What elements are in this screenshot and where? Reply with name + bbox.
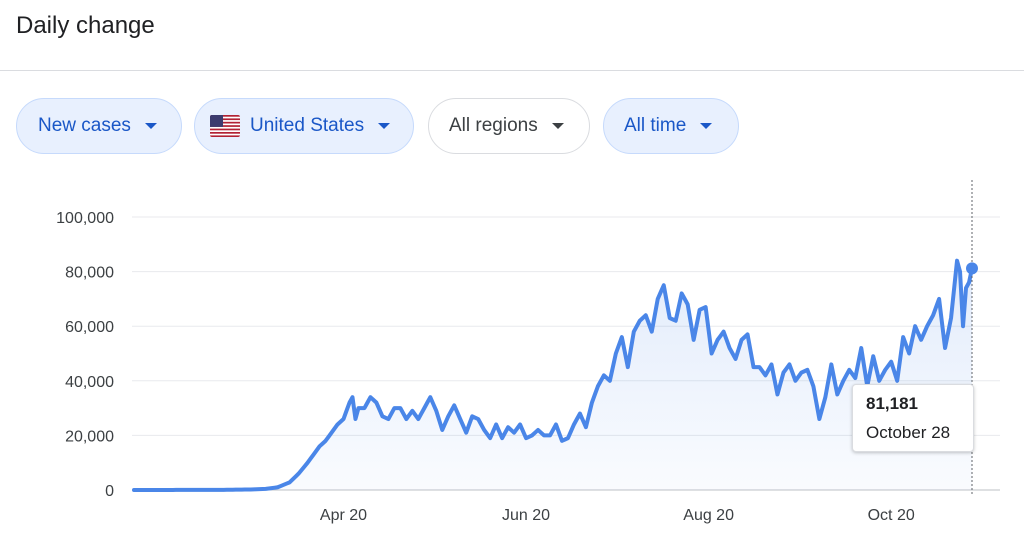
y-tick-label: 40,000 — [65, 374, 114, 391]
country-dropdown-label: United States — [250, 115, 365, 136]
x-tick-label: Apr 20 — [320, 507, 367, 524]
y-tick-label: 100,000 — [56, 210, 114, 227]
region-dropdown[interactable]: All regions — [428, 98, 590, 154]
page-title: Daily change — [16, 12, 155, 39]
range-dropdown[interactable]: All time — [603, 98, 739, 154]
y-tick-label: 80,000 — [65, 265, 114, 282]
hover-point — [966, 262, 978, 275]
series-line — [132, 258, 974, 492]
caret-down-icon — [551, 123, 564, 129]
region-dropdown-label: All regions — [449, 115, 538, 136]
caret-down-icon — [378, 123, 391, 129]
us-flag-icon — [210, 115, 240, 137]
x-tick-label: Jun 20 — [502, 507, 550, 524]
tooltip-value: 81,181 — [866, 394, 918, 413]
daily-change-chart[interactable]: 0 20,000 40,000 60,000 80,000 100,000 Apr 20 Ju… — [0, 170, 1024, 549]
y-tick-label: 20,000 — [65, 428, 114, 445]
caret-down-icon — [700, 123, 713, 129]
range-dropdown-label: All time — [624, 115, 687, 136]
caret-down-icon — [144, 123, 157, 129]
series-area — [134, 260, 972, 490]
divider — [0, 70, 1024, 71]
tooltip-date: October 28 — [866, 423, 951, 442]
chart-tooltip: 81,181 October 28 — [852, 384, 974, 452]
country-dropdown[interactable]: United States — [194, 98, 414, 154]
x-tick-label: Oct 20 — [868, 507, 915, 524]
metric-dropdown[interactable]: New cases — [16, 98, 182, 154]
y-tick-label: 0 — [105, 483, 114, 500]
y-tick-label: 60,000 — [65, 319, 114, 336]
x-tick-label: Aug 20 — [683, 507, 734, 524]
metric-dropdown-label: New cases — [38, 115, 131, 136]
